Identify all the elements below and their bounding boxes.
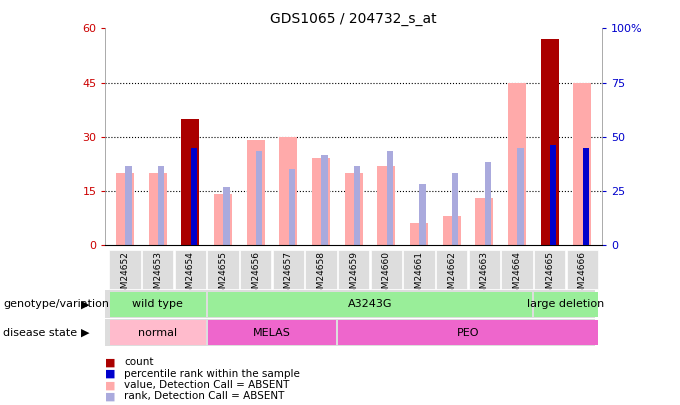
Text: A3243G: A3243G: [347, 299, 392, 309]
Text: ▶: ▶: [82, 328, 90, 337]
FancyBboxPatch shape: [240, 250, 271, 289]
Bar: [517, 147, 524, 245]
FancyBboxPatch shape: [109, 250, 141, 289]
Bar: [387, 151, 393, 245]
Text: disease state: disease state: [3, 328, 78, 337]
Text: ■: ■: [105, 369, 116, 379]
Bar: [191, 147, 197, 245]
Text: ■: ■: [105, 380, 116, 390]
FancyBboxPatch shape: [142, 250, 173, 289]
Bar: [452, 173, 458, 245]
Bar: [214, 194, 232, 245]
Text: GSM24653: GSM24653: [153, 252, 162, 301]
Text: wild type: wild type: [132, 299, 183, 309]
Text: ▶: ▶: [82, 299, 90, 309]
FancyBboxPatch shape: [534, 250, 565, 289]
Text: GSM24666: GSM24666: [578, 252, 587, 301]
Bar: [207, 292, 532, 317]
Bar: [550, 145, 556, 245]
FancyBboxPatch shape: [436, 250, 467, 289]
Bar: [475, 198, 493, 245]
Text: GSM24654: GSM24654: [186, 252, 194, 301]
Bar: [573, 83, 591, 245]
Bar: [182, 119, 199, 245]
Bar: [583, 147, 589, 245]
Text: GSM24655: GSM24655: [218, 252, 228, 301]
Text: GSM24665: GSM24665: [545, 252, 554, 301]
Bar: [116, 173, 134, 245]
Text: GSM24656: GSM24656: [251, 252, 260, 301]
Text: percentile rank within the sample: percentile rank within the sample: [124, 369, 301, 379]
FancyBboxPatch shape: [207, 250, 239, 289]
Text: ■: ■: [105, 392, 116, 401]
Bar: [583, 147, 589, 245]
Title: GDS1065 / 204732_s_at: GDS1065 / 204732_s_at: [270, 12, 437, 26]
Bar: [420, 183, 426, 245]
Bar: [443, 216, 460, 245]
Text: MELAS: MELAS: [253, 328, 291, 337]
Bar: [541, 39, 558, 245]
Bar: [354, 166, 360, 245]
FancyBboxPatch shape: [371, 250, 402, 289]
Bar: [256, 151, 262, 245]
FancyBboxPatch shape: [273, 250, 304, 289]
Bar: [508, 83, 526, 245]
Bar: [534, 292, 598, 317]
Text: GSM24657: GSM24657: [284, 252, 293, 301]
Text: GSM24664: GSM24664: [513, 252, 522, 301]
Text: GSM24661: GSM24661: [414, 252, 424, 301]
Bar: [247, 140, 265, 245]
Text: genotype/variation: genotype/variation: [3, 299, 109, 309]
Bar: [224, 187, 230, 245]
FancyBboxPatch shape: [338, 250, 369, 289]
Bar: [207, 320, 337, 345]
FancyBboxPatch shape: [403, 250, 435, 289]
Text: PEO: PEO: [457, 328, 479, 337]
Bar: [109, 292, 205, 317]
FancyBboxPatch shape: [175, 250, 206, 289]
Bar: [109, 320, 205, 345]
Text: GSM24660: GSM24660: [381, 252, 391, 301]
FancyBboxPatch shape: [501, 250, 532, 289]
Bar: [158, 166, 165, 245]
Text: GSM24659: GSM24659: [349, 252, 358, 301]
Text: GSM24658: GSM24658: [316, 252, 326, 301]
FancyBboxPatch shape: [305, 250, 337, 289]
Bar: [289, 169, 295, 245]
Text: GSM24662: GSM24662: [447, 252, 456, 301]
Bar: [125, 166, 132, 245]
Bar: [485, 162, 491, 245]
Text: value, Detection Call = ABSENT: value, Detection Call = ABSENT: [124, 380, 290, 390]
FancyBboxPatch shape: [566, 250, 598, 289]
Text: rank, Detection Call = ABSENT: rank, Detection Call = ABSENT: [124, 392, 285, 401]
Text: count: count: [124, 358, 154, 367]
Bar: [149, 173, 167, 245]
Bar: [322, 155, 328, 245]
Text: large deletion: large deletion: [527, 299, 605, 309]
Text: GSM24663: GSM24663: [479, 252, 489, 301]
Bar: [377, 166, 395, 245]
Bar: [345, 173, 362, 245]
Text: GSM24652: GSM24652: [120, 252, 129, 301]
Bar: [410, 224, 428, 245]
Bar: [279, 136, 297, 245]
Bar: [338, 320, 598, 345]
Bar: [312, 158, 330, 245]
FancyBboxPatch shape: [469, 250, 500, 289]
Text: normal: normal: [138, 328, 177, 337]
Text: ■: ■: [105, 358, 116, 367]
